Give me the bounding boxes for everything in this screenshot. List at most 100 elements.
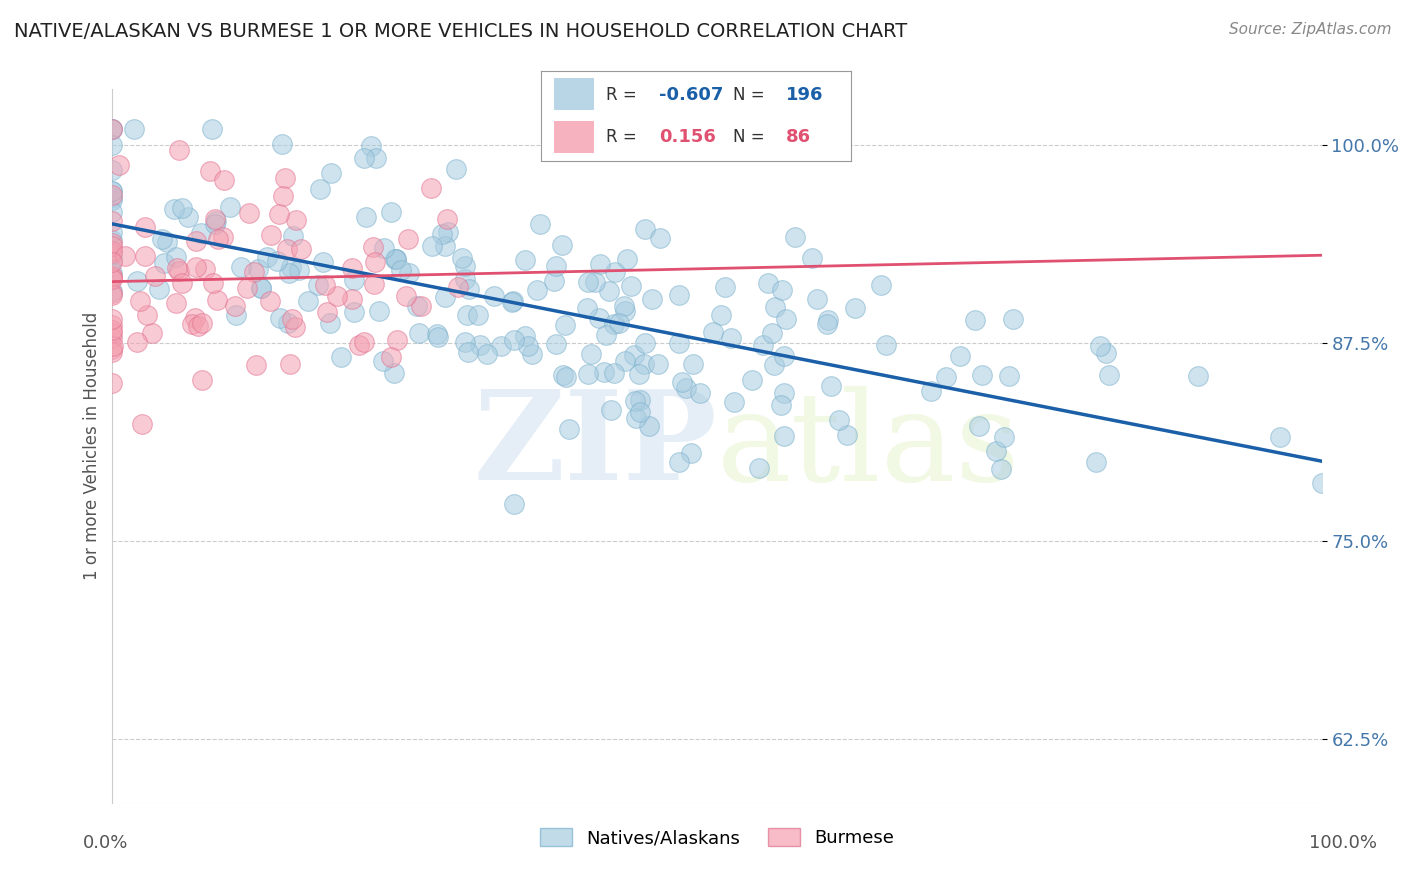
Point <box>384 252 406 266</box>
Point <box>395 288 418 302</box>
Point <box>806 292 828 306</box>
Point <box>101 318 124 332</box>
Point <box>382 366 405 380</box>
Point <box>454 260 477 274</box>
Point <box>710 308 733 322</box>
Point <box>308 182 330 196</box>
Point <box>634 336 657 351</box>
Point <box>447 280 470 294</box>
Point <box>201 122 224 136</box>
Point <box>202 277 225 291</box>
Point <box>668 335 690 350</box>
Point <box>101 190 124 204</box>
Point <box>633 357 655 371</box>
Point <box>165 250 187 264</box>
Point <box>419 180 441 194</box>
Point <box>741 374 763 388</box>
Point <box>353 334 375 349</box>
Point <box>101 121 124 136</box>
Point <box>250 281 273 295</box>
Point <box>136 308 159 322</box>
Point <box>273 189 295 203</box>
Text: atlas: atlas <box>717 385 1021 507</box>
Point <box>411 300 433 314</box>
Point <box>284 319 307 334</box>
Point <box>526 283 548 297</box>
Text: 196: 196 <box>786 86 823 103</box>
Point <box>773 349 796 363</box>
Point <box>101 326 124 340</box>
Text: ZIP: ZIP <box>474 385 717 507</box>
Point <box>245 358 267 372</box>
Point <box>101 185 124 199</box>
Point <box>194 262 217 277</box>
Point <box>177 210 200 224</box>
Point <box>266 253 288 268</box>
Point <box>229 260 252 275</box>
Point <box>529 217 551 231</box>
Point <box>181 317 204 331</box>
Point <box>773 429 796 443</box>
Point <box>965 313 987 327</box>
Point <box>628 405 651 419</box>
Point <box>682 357 704 371</box>
Point <box>278 357 301 371</box>
Point <box>101 214 124 228</box>
Point <box>501 294 523 309</box>
Point <box>502 333 524 347</box>
Point <box>326 289 349 303</box>
Point <box>546 336 568 351</box>
Text: -0.607: -0.607 <box>659 86 723 103</box>
Point <box>408 326 430 340</box>
Point <box>204 218 226 232</box>
Point <box>364 151 387 165</box>
Point <box>450 251 472 265</box>
Point <box>101 268 124 283</box>
Point <box>283 229 305 244</box>
Point <box>172 276 194 290</box>
Point <box>554 369 576 384</box>
Text: N =: N = <box>733 128 765 146</box>
Point <box>468 338 491 352</box>
Point <box>603 265 626 279</box>
Point <box>297 293 319 308</box>
Point <box>817 313 839 327</box>
Point <box>125 334 148 349</box>
Point <box>475 347 498 361</box>
Point <box>271 137 294 152</box>
Point <box>101 225 124 239</box>
Point <box>613 299 636 313</box>
Point <box>380 350 402 364</box>
Point <box>990 462 1012 476</box>
Point <box>242 265 264 279</box>
Point <box>668 288 690 302</box>
Point <box>363 277 385 291</box>
Point <box>675 381 697 395</box>
Point <box>184 310 207 325</box>
Point <box>101 267 124 281</box>
Point <box>502 293 524 308</box>
Point <box>454 271 477 285</box>
Point <box>273 170 295 185</box>
Point <box>628 392 651 407</box>
Point <box>815 318 838 332</box>
Point <box>167 144 190 158</box>
Point <box>166 261 188 276</box>
Point <box>515 252 537 267</box>
Text: R =: R = <box>606 128 637 146</box>
Point <box>150 232 173 246</box>
Point <box>720 330 742 344</box>
Point <box>167 264 190 278</box>
Point <box>1310 476 1333 491</box>
Point <box>277 316 299 330</box>
Point <box>614 353 637 368</box>
Point <box>406 299 429 313</box>
Bar <box>554 121 593 153</box>
Point <box>225 308 247 322</box>
Point <box>101 323 124 337</box>
Point <box>224 298 246 312</box>
Point <box>444 161 467 176</box>
Point <box>457 344 479 359</box>
Y-axis label: 1 or more Vehicles in Household: 1 or more Vehicles in Household <box>83 312 101 580</box>
Point <box>259 294 281 309</box>
